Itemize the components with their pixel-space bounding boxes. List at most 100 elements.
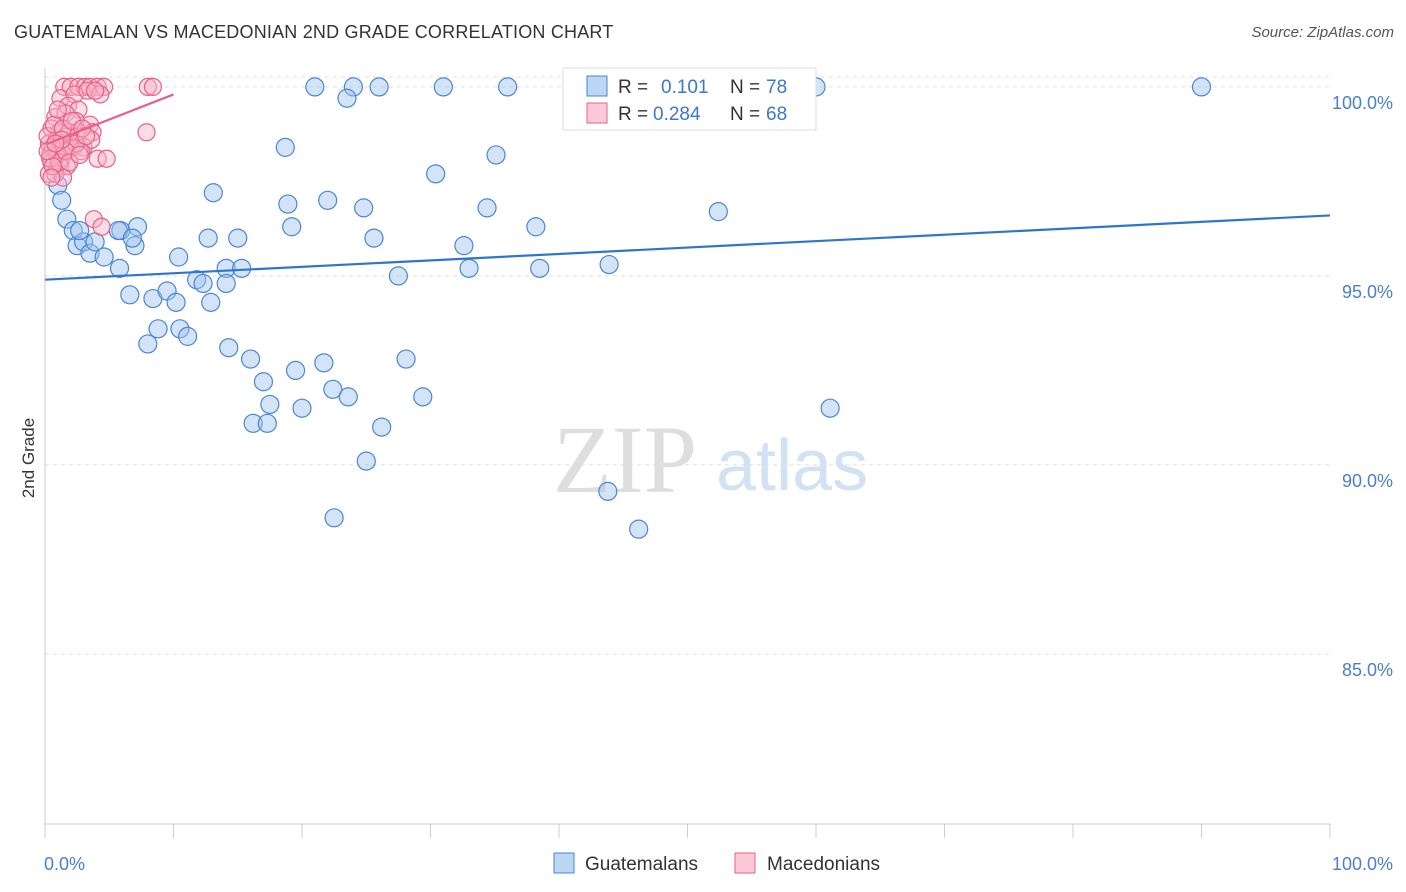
guatemalan-point xyxy=(203,183,223,203)
guatemalan-point xyxy=(388,266,408,286)
guatemalan-point xyxy=(138,334,158,354)
guatemalan-point xyxy=(598,481,618,501)
guatemalan-point xyxy=(170,319,190,339)
guatemalan-point xyxy=(629,519,649,539)
macedonian-point xyxy=(137,123,156,142)
macedonian-point xyxy=(86,81,105,100)
guatemalan-point xyxy=(282,217,302,237)
guatemalan-point xyxy=(127,217,148,237)
watermark-zip: ZIP xyxy=(553,406,697,513)
y-tick-label: 85.0% xyxy=(1342,660,1393,680)
guatemalan-point xyxy=(120,285,140,305)
guatemalan-point xyxy=(1191,77,1212,97)
guatemalan-point xyxy=(178,326,198,346)
guatemalan-point xyxy=(169,247,189,267)
guatemalan-point xyxy=(70,220,90,241)
y-tick-labels: 85.0% 90.0% 95.0% 100.0% xyxy=(1332,93,1393,680)
macedonian-point xyxy=(66,134,85,153)
guatemalan-point xyxy=(125,236,145,256)
guatemalan-point xyxy=(241,349,261,369)
legend-swatch-pink xyxy=(586,102,608,124)
x-tick-label: 100.0% xyxy=(1332,854,1393,874)
macedonian-point xyxy=(70,145,89,165)
guatemalan-point xyxy=(73,232,94,252)
guatemalan-point xyxy=(413,387,433,407)
macedonian-point xyxy=(60,153,79,172)
macedonian-point xyxy=(97,149,116,168)
macedonian-point xyxy=(84,210,103,229)
guatemalan-point xyxy=(354,198,374,218)
guatemalan-point xyxy=(820,398,840,418)
guatemalan-point xyxy=(337,88,357,108)
bottom-legend-swatch-pink xyxy=(734,852,756,874)
guatemalan-point xyxy=(216,258,236,278)
guatemalan-point xyxy=(232,258,252,278)
bottom-legend-macedonians: Macedonians xyxy=(767,854,880,875)
x-tick-labels: 0.0% 100.0% xyxy=(44,854,1393,874)
macedonian-point xyxy=(143,77,163,97)
guatemalan-point xyxy=(324,508,344,528)
legend-r-label: R = xyxy=(618,77,648,98)
macedonian-point xyxy=(138,77,157,97)
legend-n-value: 68 xyxy=(766,104,787,125)
guatemalan-point xyxy=(708,202,728,222)
guatemalan-point xyxy=(219,338,239,358)
macedonian-point xyxy=(42,168,61,187)
macedonian-points xyxy=(38,77,163,236)
y-tick-label: 100.0% xyxy=(1332,93,1393,113)
guatemalan-point xyxy=(372,417,392,437)
guatemalan-trend-line xyxy=(44,214,1331,281)
guatemalan-point xyxy=(260,394,280,415)
bottom-legend-swatch-blue xyxy=(553,852,575,874)
x-tick-label: 0.0% xyxy=(44,854,85,874)
guatemalan-point xyxy=(369,77,389,97)
bottom-legend: Guatemalans Macedonians xyxy=(553,852,880,875)
y-axis-title: 2nd Grade xyxy=(19,418,38,498)
legend-r-value: 0.284 xyxy=(653,104,701,125)
guatemalan-point xyxy=(80,243,100,263)
guatemalan-point xyxy=(278,194,298,214)
guatemalan-point xyxy=(530,258,550,278)
source-label: Source: ZipAtlas.com xyxy=(1251,24,1394,41)
axes xyxy=(44,68,1331,838)
guatemalan-point xyxy=(338,387,358,407)
guatemalan-point xyxy=(318,190,338,210)
macedonian-point xyxy=(44,115,64,134)
gridlines xyxy=(45,76,1330,655)
guatemalan-point xyxy=(285,360,306,380)
guatemalan-point xyxy=(193,273,213,294)
guatemalan-point xyxy=(228,228,248,248)
guatemalan-point xyxy=(364,228,384,248)
stats-legend: R = 0.101 N = 78 R = 0.284 N = 68 xyxy=(562,67,817,131)
chart-title: GUATEMALAN VS MACEDONIAN 2ND GRADE CORRE… xyxy=(14,22,614,42)
guatemalan-point xyxy=(243,413,263,433)
watermark-atlas: atlas xyxy=(716,426,868,506)
guatemalan-point xyxy=(94,247,114,267)
macedonian-trend-line xyxy=(47,93,174,145)
legend-r-value: 0.101 xyxy=(661,77,709,98)
legend-n-value: 78 xyxy=(766,77,787,98)
macedonian-point xyxy=(62,111,82,131)
guatemalan-point xyxy=(253,372,274,392)
guatemalan-point xyxy=(459,258,479,278)
guatemalan-point xyxy=(122,228,142,248)
legend-n-label: N = xyxy=(730,77,760,98)
guatemalan-point xyxy=(166,292,186,312)
guatemalan-point xyxy=(305,77,325,97)
legend-swatch-blue xyxy=(586,75,608,97)
macedonian-point xyxy=(48,100,67,119)
guatemalan-point xyxy=(526,217,546,237)
guatemalan-point xyxy=(477,198,497,218)
guatemalan-point xyxy=(148,319,168,339)
guatemalan-point xyxy=(486,145,506,165)
macedonian-point xyxy=(55,77,74,97)
macedonian-point xyxy=(38,126,57,146)
guatemalan-point xyxy=(433,77,453,97)
guatemalan-point xyxy=(323,379,343,399)
guatemalan-point xyxy=(599,254,619,275)
guatemalan-point xyxy=(292,398,312,418)
macedonian-point xyxy=(92,217,111,236)
y-tick-label: 90.0% xyxy=(1342,471,1393,491)
guatemalan-point xyxy=(201,292,221,312)
